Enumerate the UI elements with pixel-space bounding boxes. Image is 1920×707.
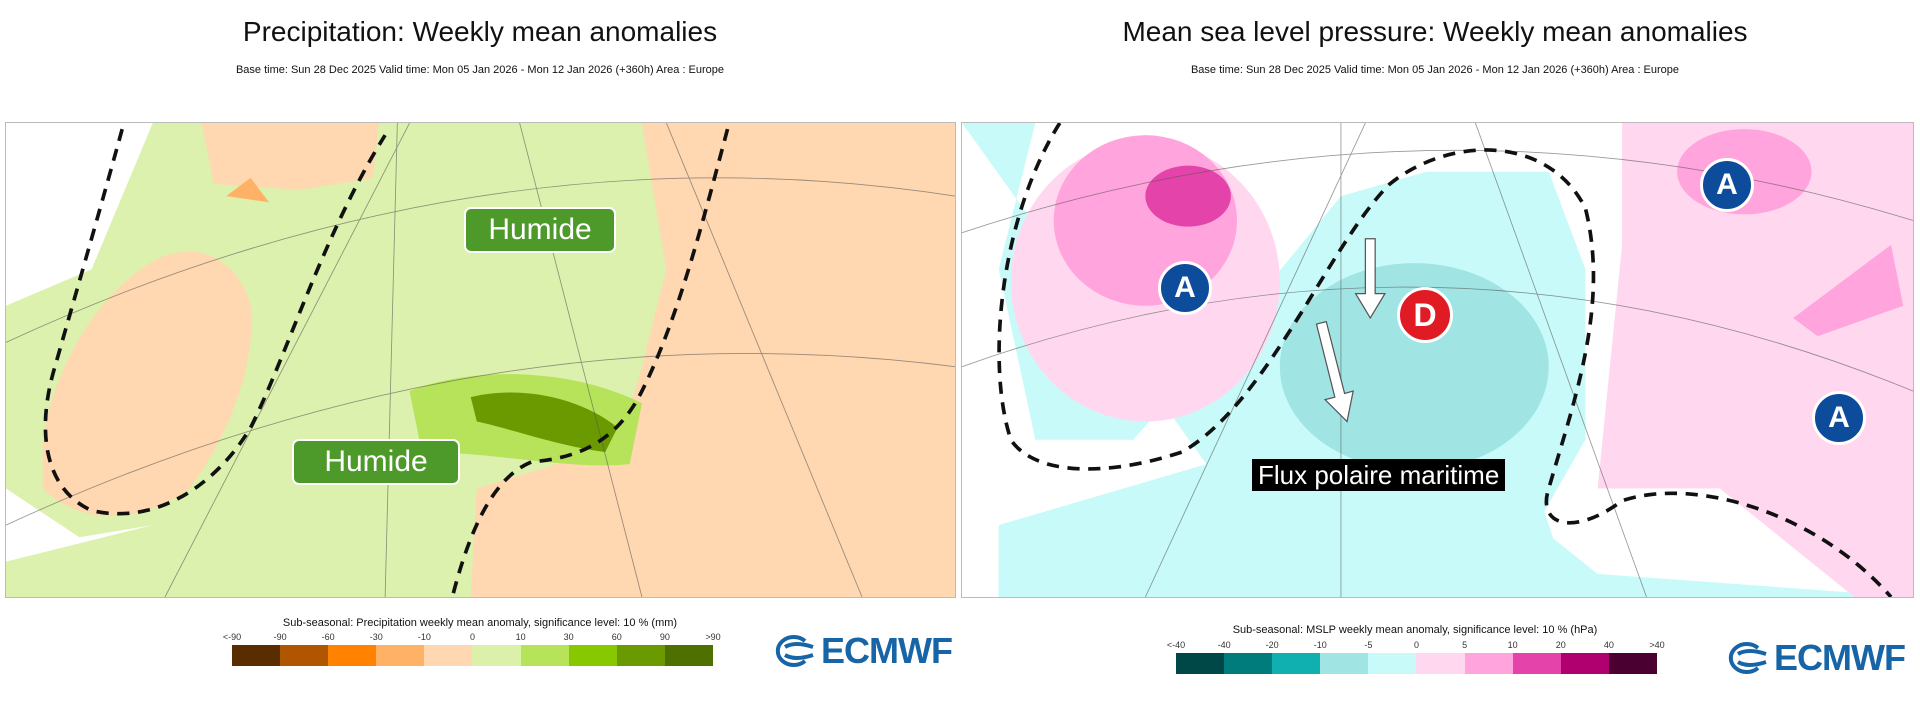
colorbar-swatch — [280, 645, 329, 666]
colorbar-tick-label: -10 — [1313, 640, 1327, 650]
anomaly-orange-iberia — [226, 177, 269, 203]
arrow-north — [1354, 238, 1387, 320]
graticule — [962, 123, 1913, 597]
colorbar-tick-label: -10 — [417, 632, 431, 642]
left-legend-title: Sub-seasonal: Precipitation weekly mean … — [282, 617, 678, 629]
colorbar-tick-label: -20 — [1265, 640, 1279, 650]
logo-text: ECMWF — [1774, 637, 1906, 678]
colorbar-tick-label: <-40 — [1166, 640, 1186, 650]
colorbar-tick-label: 40 — [1603, 640, 1614, 650]
anomaly-pink-east — [1597, 123, 1913, 597]
colorbar-swatch — [1368, 653, 1417, 674]
colorbar-swatch — [1512, 653, 1561, 674]
anomaly-orange-north — [201, 123, 379, 191]
right-colorbar — [1176, 653, 1657, 674]
colorbar-swatch — [520, 645, 569, 666]
colorbar-tick-label: <-90 — [222, 632, 242, 642]
graticule — [6, 123, 955, 597]
colorbar-tick-label: 30 — [563, 632, 574, 642]
colorbar-tick-label: 20 — [1555, 640, 1566, 650]
anomaly-darkgreen-alps — [470, 392, 618, 452]
high-pressure-marker-north: A — [1700, 158, 1754, 212]
high-pressure-marker-greenland: A — [1158, 261, 1212, 315]
colorbar-swatch — [1464, 653, 1513, 674]
flow-annotation: Flux polaire maritime — [1252, 459, 1506, 491]
colorbar-tick-label: -5 — [1364, 640, 1373, 650]
anomaly-orange-east — [470, 123, 955, 597]
anomaly-pink-mid-russia — [1793, 244, 1904, 337]
colorbar-swatch — [232, 645, 281, 666]
colorbar-tick-label: 10 — [515, 632, 526, 642]
significance-contour-west — [43, 128, 387, 516]
colorbar-tick-label: 5 — [1462, 640, 1468, 650]
colorbar-swatch — [1608, 653, 1657, 674]
colorbar-tick-label: >40 — [1649, 640, 1665, 650]
colorbar-swatch — [1224, 653, 1273, 674]
anomaly-white-nw — [6, 123, 153, 306]
low-pressure-marker: D — [1397, 287, 1453, 343]
anomaly-white-sw — [6, 488, 153, 562]
colorbar-swatch — [1320, 653, 1369, 674]
colorbar-tick-label: -30 — [369, 632, 383, 642]
colorbar-swatch — [1560, 653, 1609, 674]
right-ecmwf-logo: ECMWF — [1718, 637, 1906, 679]
colorbar-swatch — [472, 645, 521, 666]
colorbar-swatch — [568, 645, 617, 666]
mslp-map: A A A D Flux polaire maritime — [961, 122, 1914, 598]
arrow-southwest — [1315, 320, 1354, 423]
right-chart-subtitle: Base time: Sun 28 Dec 2025 Valid time: M… — [1190, 64, 1680, 76]
annotation-humide-north: Humide — [464, 207, 616, 253]
colorbar-swatch — [1272, 653, 1321, 674]
colorbar-swatch — [1416, 653, 1465, 674]
colorbar-swatch — [616, 645, 665, 666]
ecmwf-logo-icon — [775, 635, 814, 667]
precipitation-map: Humide Humide — [5, 122, 956, 598]
colorbar-tick-label: -90 — [273, 632, 287, 642]
colorbar-swatch — [664, 645, 713, 666]
colorbar-tick-label: 10 — [1507, 640, 1518, 650]
colorbar-tick-label: -40 — [1217, 640, 1231, 650]
anomaly-pink-dark-greenland — [1145, 165, 1231, 227]
anomaly-orange-atlantic — [42, 251, 252, 516]
colorbar-tick-label: 60 — [611, 632, 622, 642]
left-legend-ticks: <-90 -90 -60 -30 -10 0 10 30 60 90 >90 — [223, 632, 721, 644]
colorbar-swatch — [328, 645, 377, 666]
left-chart-subtitle: Base time: Sun 28 Dec 2025 Valid time: M… — [235, 64, 725, 76]
colorbar-tick-label: -60 — [321, 632, 335, 642]
annotation-humide-south: Humide — [292, 439, 460, 485]
left-colorbar — [232, 645, 713, 666]
colorbar-swatch — [376, 645, 425, 666]
colorbar-tick-label: >90 — [705, 632, 721, 642]
ecmwf-logo-icon — [1728, 642, 1767, 674]
right-legend-ticks: <-40 -40 -20 -10 -5 0 5 10 20 40 >40 — [1167, 640, 1665, 652]
high-pressure-marker-east: A — [1812, 391, 1866, 445]
colorbar-swatch — [1176, 653, 1225, 674]
significance-contour-west — [997, 123, 1893, 597]
left-chart-title: Precipitation: Weekly mean anomalies — [242, 16, 718, 47]
colorbar-tick-label: 0 — [469, 632, 476, 642]
colorbar-tick-label: 90 — [659, 632, 670, 642]
anomaly-cyan-south — [998, 488, 1574, 597]
left-ecmwf-logo: ECMWF — [765, 630, 953, 672]
logo-text: ECMWF — [821, 630, 953, 671]
colorbar-tick-label: 0 — [1413, 640, 1420, 650]
right-chart-title: Mean sea level pressure: Weekly mean ano… — [1122, 16, 1748, 47]
colorbar-swatch — [424, 645, 473, 666]
right-legend-title: Sub-seasonal: MSLP weekly mean anomaly, … — [1232, 624, 1598, 636]
